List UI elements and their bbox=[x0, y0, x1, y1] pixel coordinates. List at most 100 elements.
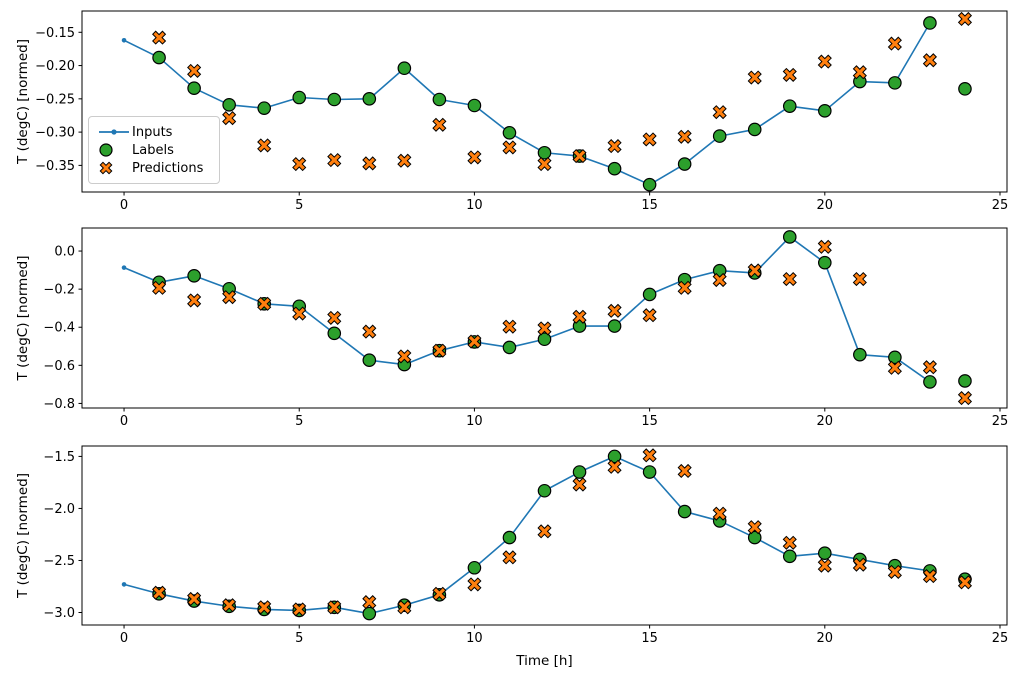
labels-circle-icon bbox=[98, 142, 132, 158]
subplot-top: 0 5 10 15 20 25 −0.15 −0.20 −0.25 −0.30 −0.35 T (de… bbox=[15, 10, 1008, 213]
label-marker bbox=[292, 90, 307, 105]
prediction-marker bbox=[572, 477, 587, 492]
label-marker bbox=[187, 269, 201, 283]
x-tick-label: 10 bbox=[466, 198, 483, 213]
prediction-marker bbox=[257, 600, 272, 615]
prediction-marker bbox=[467, 334, 482, 349]
prediction-marker bbox=[957, 575, 973, 590]
label-marker bbox=[607, 161, 622, 176]
prediction-marker bbox=[817, 239, 832, 254]
y-tick-label: −0.30 bbox=[35, 126, 75, 141]
label-marker bbox=[958, 82, 972, 96]
y-tick-label: −1.5 bbox=[43, 450, 75, 465]
prediction-marker bbox=[257, 296, 272, 311]
label-marker bbox=[607, 319, 622, 333]
prediction-marker bbox=[887, 36, 902, 51]
label-marker bbox=[467, 560, 482, 575]
prediction-marker bbox=[327, 152, 342, 168]
prediction-marker bbox=[712, 506, 727, 521]
prediction-marker bbox=[362, 156, 377, 171]
prediction-marker bbox=[712, 272, 727, 288]
y-tick-label: −0.35 bbox=[35, 159, 75, 174]
prediction-marker bbox=[922, 360, 937, 375]
label-marker bbox=[502, 530, 517, 545]
y-axis-label: T (degC) [normed] bbox=[15, 473, 31, 599]
legend-label-inputs: Inputs bbox=[132, 124, 173, 140]
prediction-marker bbox=[432, 343, 447, 358]
x-axis-label: Time [h] bbox=[515, 653, 572, 669]
prediction-marker bbox=[502, 319, 517, 334]
label-marker bbox=[818, 104, 832, 118]
prediction-marker bbox=[397, 600, 412, 615]
prediction-marker bbox=[397, 349, 412, 364]
subplot-middle: 0 5 10 15 20 25 0.0 −0.2 −0.4 −0.6 −0.8 T (degC) [n… bbox=[15, 227, 1008, 429]
label-marker bbox=[607, 449, 622, 464]
label-marker bbox=[747, 122, 762, 137]
prediction-marker bbox=[782, 535, 797, 550]
label-marker bbox=[642, 287, 657, 302]
label-marker bbox=[782, 230, 797, 244]
label-marker bbox=[257, 101, 271, 115]
prediction-marker bbox=[782, 271, 797, 287]
prediction-marker bbox=[187, 591, 202, 607]
label-marker bbox=[642, 177, 657, 192]
label-marker bbox=[782, 99, 797, 113]
prediction-marker bbox=[292, 156, 307, 172]
label-marker bbox=[642, 465, 657, 479]
label-marker bbox=[958, 374, 972, 388]
prediction-marker bbox=[467, 150, 482, 165]
y-tick-label: −0.15 bbox=[35, 26, 75, 41]
prediction-marker bbox=[852, 271, 867, 287]
label-marker bbox=[397, 61, 412, 76]
label-marker bbox=[222, 98, 236, 112]
prediction-marker bbox=[327, 310, 342, 325]
inputs-line-icon bbox=[98, 125, 132, 139]
prediction-marker bbox=[607, 459, 622, 474]
prediction-marker bbox=[747, 70, 762, 85]
x-tick-label: 20 bbox=[817, 414, 834, 429]
label-marker bbox=[888, 76, 902, 90]
label-marker bbox=[888, 350, 902, 365]
prediction-marker bbox=[852, 65, 867, 80]
x-tick-label: 10 bbox=[466, 414, 483, 429]
prediction-marker bbox=[292, 602, 307, 617]
prediction-marker bbox=[712, 105, 727, 120]
label-marker bbox=[502, 125, 517, 140]
prediction-marker bbox=[747, 263, 762, 278]
label-marker bbox=[572, 465, 587, 479]
prediction-marker bbox=[957, 391, 973, 406]
y-tick-label: −0.4 bbox=[43, 321, 75, 336]
label-marker bbox=[327, 326, 342, 341]
label-marker bbox=[818, 255, 832, 270]
prediction-marker bbox=[572, 148, 587, 164]
label-marker bbox=[537, 145, 552, 160]
prediction-marker bbox=[222, 290, 237, 305]
label-marker bbox=[467, 98, 482, 113]
label-marker bbox=[677, 157, 692, 171]
y-tick-label: −0.25 bbox=[35, 92, 75, 107]
legend: Inputs Labels Predictions bbox=[88, 116, 220, 184]
prediction-marker bbox=[677, 129, 692, 144]
prediction-marker bbox=[222, 598, 237, 613]
label-marker bbox=[677, 504, 692, 519]
predictions-x-icon bbox=[98, 160, 132, 176]
prediction-marker bbox=[327, 600, 342, 615]
prediction-marker bbox=[257, 138, 272, 153]
legend-entry-inputs: Inputs bbox=[98, 123, 210, 141]
label-marker bbox=[537, 332, 552, 347]
prediction-marker bbox=[887, 564, 902, 579]
inputs-line bbox=[123, 236, 931, 383]
x-tick-label: 0 bbox=[120, 414, 128, 429]
prediction-marker bbox=[152, 30, 167, 45]
prediction-marker bbox=[222, 111, 237, 126]
prediction-marker bbox=[852, 557, 867, 572]
prediction-marker bbox=[152, 280, 167, 295]
subplot-top-frame bbox=[81, 10, 1008, 193]
x-tick-label: 5 bbox=[295, 414, 303, 429]
y-tick-label: −0.20 bbox=[35, 59, 75, 74]
prediction-marker bbox=[502, 140, 517, 155]
y-tick-label: −2.5 bbox=[43, 554, 75, 569]
label-marker bbox=[537, 483, 552, 498]
